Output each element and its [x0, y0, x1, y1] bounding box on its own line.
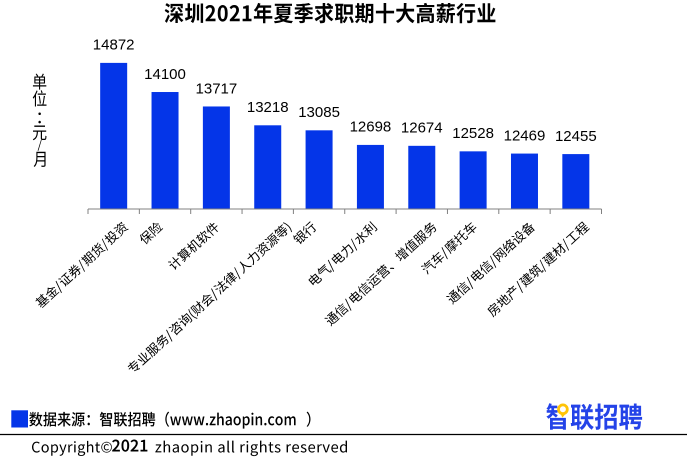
svg-text:14872: 14872	[93, 37, 135, 54]
svg-text:12698: 12698	[350, 119, 392, 136]
svg-text:13717: 13717	[196, 80, 238, 97]
svg-text:12528: 12528	[452, 125, 494, 142]
svg-text:13218: 13218	[247, 99, 289, 116]
svg-text:14100: 14100	[144, 66, 186, 83]
svg-text:12674: 12674	[401, 120, 443, 137]
svg-text:12455: 12455	[555, 128, 597, 145]
svg-text:12469: 12469	[504, 127, 546, 144]
svg-text:13085: 13085	[298, 104, 340, 121]
